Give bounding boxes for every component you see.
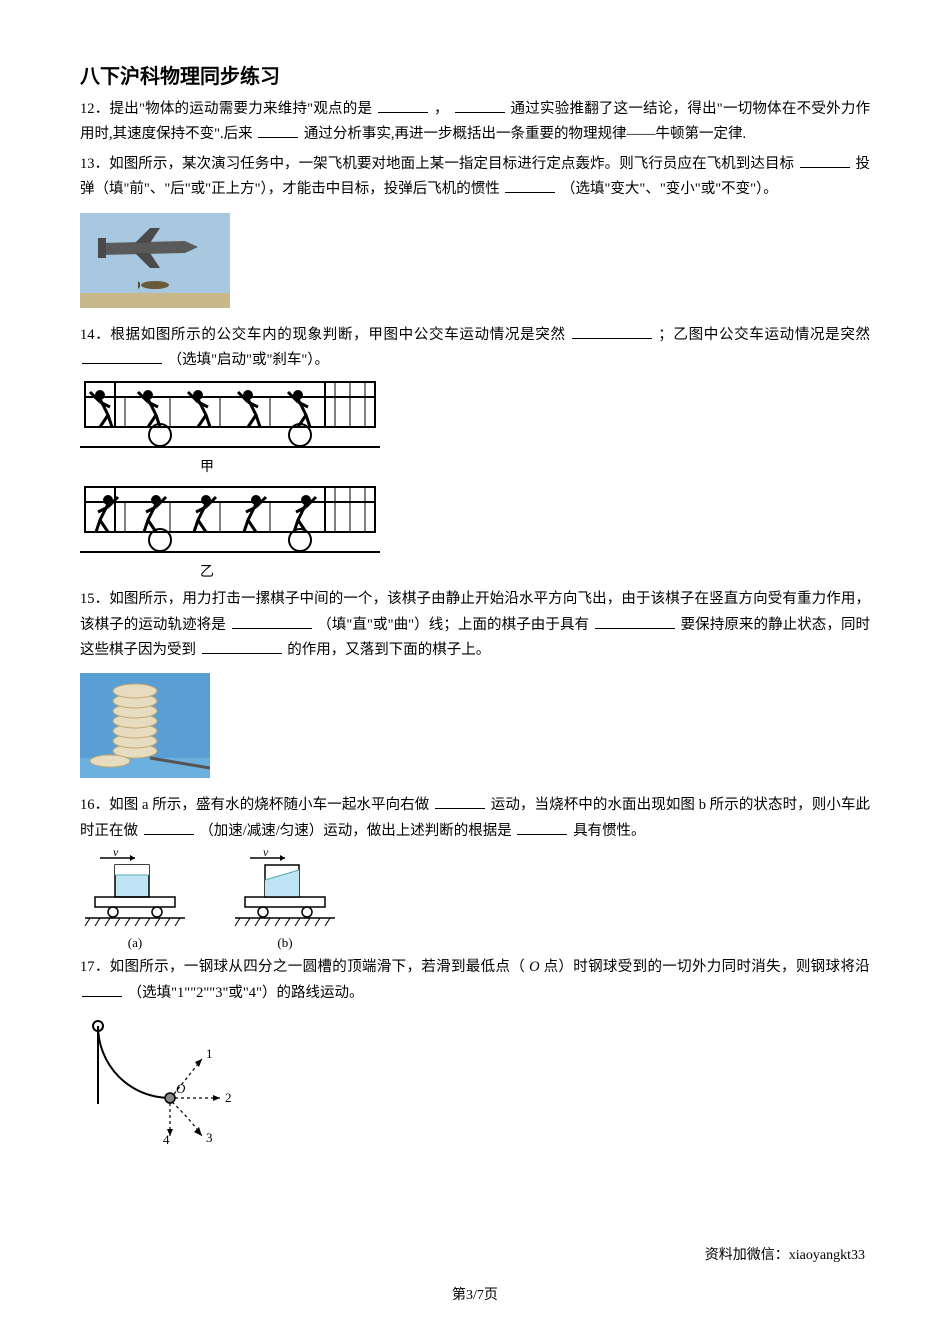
q15-blank-3 bbox=[202, 640, 282, 655]
q15-text-4: 的作用，又落到下面的棋子上。 bbox=[287, 642, 490, 658]
q14-text-3: （选填"启动"或"刹车"）。 bbox=[168, 352, 329, 368]
question-16: 16．如图 a 所示，盛有水的烧杯随小车一起水平向右做 运动，当烧杯中的水面出现… bbox=[80, 793, 870, 844]
q16-blank-2 bbox=[144, 820, 194, 835]
q13-text-1: 13．如图所示，某次演习任务中，一架飞机要对地面上某一指定目标进行定点轰炸。则飞… bbox=[80, 156, 794, 172]
q16-text-4: 具有惯性。 bbox=[573, 823, 646, 839]
beaker-b-v-label: v bbox=[263, 850, 269, 859]
beaker-images: v (a) v bbox=[80, 850, 870, 951]
ramp-path-1-label: 1 bbox=[206, 1046, 213, 1061]
beaker-a-v-label: v bbox=[113, 850, 119, 859]
q13-text-3: （选填"变大"、"变小"或"不变"）。 bbox=[561, 181, 778, 197]
plane-bomb-image bbox=[80, 213, 230, 308]
page-title: 八下沪科物理同步练习 bbox=[80, 60, 870, 89]
bus-label-b: 乙 bbox=[200, 561, 870, 581]
q14-text-2: ；乙图中公交车运动情况是突然 bbox=[658, 327, 870, 343]
beaker-a-label: (a) bbox=[80, 935, 190, 951]
q15-blank-1 bbox=[232, 614, 312, 629]
page-number: 第3/7页 bbox=[0, 1284, 950, 1304]
chess-pieces-image bbox=[80, 673, 210, 778]
q12-blank-1 bbox=[378, 99, 428, 114]
beaker-b-label: (b) bbox=[230, 935, 340, 951]
ramp-diagram: O 1 2 3 4 bbox=[80, 1014, 250, 1144]
ramp-path-2-label: 2 bbox=[225, 1090, 232, 1105]
footer-wechat: 资料加微信：xiaoyangkt33 bbox=[705, 1244, 865, 1264]
q13-blank-1 bbox=[800, 153, 850, 168]
q13-blank-2 bbox=[505, 179, 555, 194]
ramp-path-4-label: 4 bbox=[163, 1132, 170, 1144]
bus-image-b bbox=[80, 482, 870, 559]
ramp-o-label: O bbox=[176, 1081, 186, 1096]
q12-text-4: 通过分析事实,再进一步概括出一条重要的物理规律——牛顿第一定律. bbox=[304, 126, 746, 142]
ramp-path-3-label: 3 bbox=[206, 1130, 213, 1144]
q17-text-1: 17．如图所示，一钢球从四分之一圆槽的顶端滑下，若滑到最低点（ bbox=[80, 959, 525, 975]
q12-text-2: ， bbox=[434, 101, 449, 117]
question-14: 14．根据如图所示的公交车内的现象判断，甲图中公交车运动情况是突然 ；乙图中公交… bbox=[80, 323, 870, 374]
question-13: 13．如图所示，某次演习任务中，一架飞机要对地面上某一指定目标进行定点轰炸。则飞… bbox=[80, 152, 870, 203]
q15-blank-2 bbox=[595, 614, 675, 629]
q12-blank-3 bbox=[258, 124, 298, 139]
q17-o-point: O bbox=[529, 959, 539, 975]
q14-blank-2 bbox=[82, 349, 162, 364]
bus-label-a: 甲 bbox=[200, 456, 870, 476]
beaker-b-image: v bbox=[230, 850, 340, 930]
q17-blank-1 bbox=[82, 982, 122, 997]
question-17: 17．如图所示，一钢球从四分之一圆槽的顶端滑下，若滑到最低点（ O 点）时钢球受… bbox=[80, 955, 870, 1006]
q15-text-2: （填"直"或"曲"）线；上面的棋子由于具有 bbox=[317, 617, 589, 633]
question-15: 15．如图所示，用力打击一摞棋子中间的一个，该棋子由静止开始沿水平方向飞出，由于… bbox=[80, 587, 870, 663]
q14-text-1: 14．根据如图所示的公交车内的现象判断，甲图中公交车运动情况是突然 bbox=[80, 327, 566, 343]
q17-text-2: （选填"1""2""3"或"4"）的路线运动。 bbox=[128, 985, 364, 1001]
q12-blank-2 bbox=[455, 99, 505, 114]
q16-text-3: （加速/减速/匀速）运动，做出上述判断的根据是 bbox=[199, 823, 512, 839]
question-12: 12．提出"物体的运动需要力来维持"观点的是 ， 通过实验推翻了这一结论，得出"… bbox=[80, 97, 870, 148]
q16-blank-1 bbox=[435, 795, 485, 810]
beaker-a-image: v bbox=[80, 850, 190, 930]
q12-text-1: 12．提出"物体的运动需要力来维持"观点的是 bbox=[80, 101, 372, 117]
q14-blank-1 bbox=[572, 324, 652, 339]
bus-image-a bbox=[80, 377, 870, 454]
q17-text-1b: 点）时钢球受到的一切外力同时消失，则钢球将沿 bbox=[544, 959, 870, 975]
q16-text-1: 16．如图 a 所示，盛有水的烧杯随小车一起水平向右做 bbox=[80, 797, 429, 813]
q16-blank-3 bbox=[517, 820, 567, 835]
